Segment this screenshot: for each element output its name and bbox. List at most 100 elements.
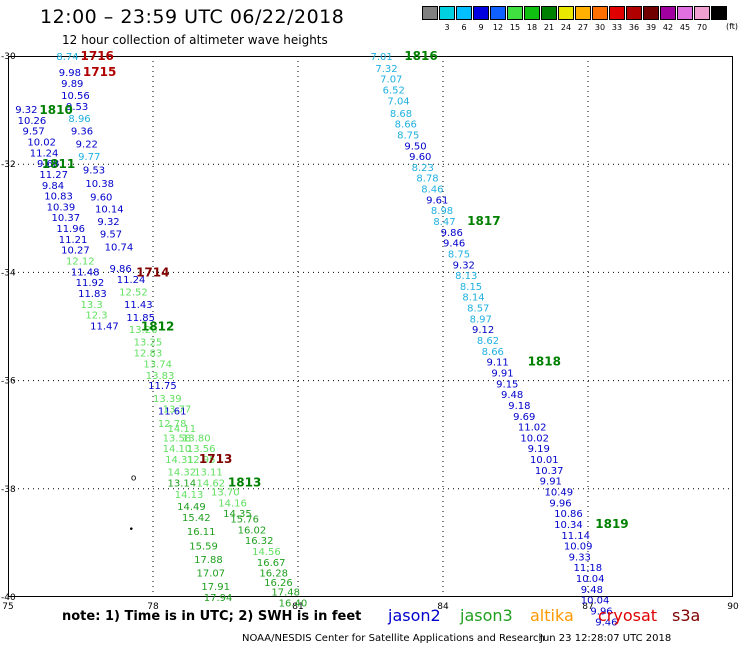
wave-height-value: 8.23 <box>412 163 434 174</box>
wave-height-value: 12.52 <box>119 287 148 298</box>
wave-height-value: 10.86 <box>554 509 583 520</box>
colorbar-swatch <box>558 6 574 20</box>
wave-height-value: 14.31 <box>165 455 194 466</box>
wave-height-value: 9.53 <box>66 102 88 113</box>
wave-height-value: 10.02 <box>27 137 56 148</box>
wave-height-value: 8.98 <box>431 206 453 217</box>
wave-height-value: 11.18 <box>574 563 603 574</box>
colorbar-label: 9 <box>478 23 484 32</box>
pass-id-label: 1813 <box>228 475 261 489</box>
map-plot-area <box>8 56 733 597</box>
wave-height-value: 14.49 <box>177 502 206 513</box>
wave-height-value: 10.74 <box>105 242 134 253</box>
pass-id-label: 1819 <box>595 517 628 531</box>
pass-id-label: 1812 <box>141 320 174 334</box>
pass-id-label: 1811 <box>42 157 75 171</box>
x-tick-label: 81 <box>292 602 303 612</box>
x-tick-label: 90 <box>727 602 739 612</box>
wave-height-value: 15.59 <box>189 542 218 553</box>
wave-height-value: 8.14 <box>462 293 484 304</box>
wave-height-value: 9.96 <box>549 498 571 509</box>
wave-height-value: 10.34 <box>554 520 583 531</box>
y-tick-label: -36 <box>1 377 16 387</box>
footnote: note: 1) Time is in UTC; 2) SWH is in fe… <box>62 609 362 624</box>
wave-height-value: 10.14 <box>95 205 124 216</box>
colorbar-label: 12 <box>492 23 504 32</box>
colorbar-swatch <box>660 6 676 20</box>
wave-height-value: 12.83 <box>134 348 163 359</box>
colorbar-swatch <box>711 6 727 20</box>
x-tick-label: 75 <box>2 602 13 612</box>
colorbar-label: 18 <box>526 23 538 32</box>
wave-height-value: 13.77 <box>163 405 192 416</box>
colorbar-swatch <box>439 6 455 20</box>
wave-height-value: 7.04 <box>387 96 409 107</box>
wave-height-value: 13.39 <box>153 394 182 405</box>
wave-height-value: 11.21 <box>59 235 88 246</box>
wave-height-value: 9.48 <box>581 585 603 596</box>
wave-height-value: 14.62 <box>197 478 226 489</box>
wave-height-value: 11.48 <box>71 267 100 278</box>
wave-height-value: 10.09 <box>564 542 593 553</box>
wave-height-value: 12.95 <box>187 455 216 466</box>
wave-height-value: 16.02 <box>238 525 267 536</box>
wave-height-value: 17.91 <box>201 582 230 593</box>
colorbar-label: 39 <box>645 23 657 32</box>
wave-height-value: 11.02 <box>518 423 547 434</box>
colorbar-swatch <box>575 6 591 20</box>
wave-height-value: 7.32 <box>375 64 397 75</box>
colorbar-label: 27 <box>577 23 589 32</box>
wave-height-value: 11.14 <box>561 531 590 542</box>
pass-id-label: 1818 <box>528 355 561 369</box>
wave-height-value: 13.80 <box>182 433 211 444</box>
wave-height-value: 15.76 <box>230 515 259 526</box>
colorbar-swatch <box>456 6 472 20</box>
wave-height-value: 13.3 <box>81 300 103 311</box>
wave-height-value: 9.18 <box>508 401 530 412</box>
wave-height-value: 8.96 <box>68 114 90 125</box>
island-marker: • <box>129 525 134 535</box>
wave-height-value: 12.78 <box>158 419 187 430</box>
wave-height-value: 9.61 <box>426 195 448 206</box>
wave-height-value: 10.37 <box>535 466 564 477</box>
wave-height-value: 11.92 <box>76 278 105 289</box>
pass-id-label: 1817 <box>467 214 500 228</box>
wave-height-value: 12.12 <box>66 256 95 267</box>
wave-height-value: 14.10 <box>163 444 192 455</box>
generated-timestamp: Jun 23 12:28:07 UTC 2018 <box>540 633 672 644</box>
wave-height-value: 11.61 <box>158 406 187 417</box>
wave-height-value: 8.57 <box>467 304 489 315</box>
wave-height-value: 8.47 <box>433 217 455 228</box>
y-tick-label: -34 <box>1 268 16 278</box>
colorbar-label: 6 <box>461 23 467 32</box>
wave-height-value: 12.3 <box>85 311 107 322</box>
wave-height-value: 9.68 <box>37 159 59 170</box>
y-tick-label: -30 <box>1 52 16 62</box>
wave-height-value: 10.02 <box>520 433 549 444</box>
colorbar-unit: (ft) <box>726 22 739 31</box>
wave-height-value: 14.11 <box>168 424 197 435</box>
wave-height-value: 8.75 <box>448 249 470 260</box>
wave-height-value: 14.32 <box>168 467 197 478</box>
wave-height-value: 9.57 <box>23 127 45 138</box>
colorbar-swatch <box>490 6 506 20</box>
wave-height-value: 9.89 <box>61 79 83 90</box>
colorbar-swatch <box>609 6 625 20</box>
colorbar-label: 70 <box>696 23 708 32</box>
wave-height-value: 10.38 <box>85 179 114 190</box>
wave-height-value: 8.75 <box>397 130 419 141</box>
wave-height-value: 13.83 <box>146 371 175 382</box>
wave-height-value: 9.77 <box>78 152 100 163</box>
colorbar-swatch <box>694 6 710 20</box>
y-tick-label: -38 <box>1 485 16 495</box>
pass-id-label: 1714 <box>136 265 169 279</box>
satellite-legend-s3a: s3a <box>672 606 701 625</box>
wave-height-value: 13.58 <box>163 433 192 444</box>
wave-height-value: 8.46 <box>421 185 443 196</box>
wave-height-value: 8.97 <box>470 314 492 325</box>
wave-height-value: 11.85 <box>126 313 155 324</box>
wave-height-value: 17.07 <box>197 569 226 580</box>
wave-height-value: 8.68 <box>390 109 412 120</box>
colorbar-label: 42 <box>662 23 674 32</box>
wave-height-value: 16.11 <box>187 527 216 538</box>
